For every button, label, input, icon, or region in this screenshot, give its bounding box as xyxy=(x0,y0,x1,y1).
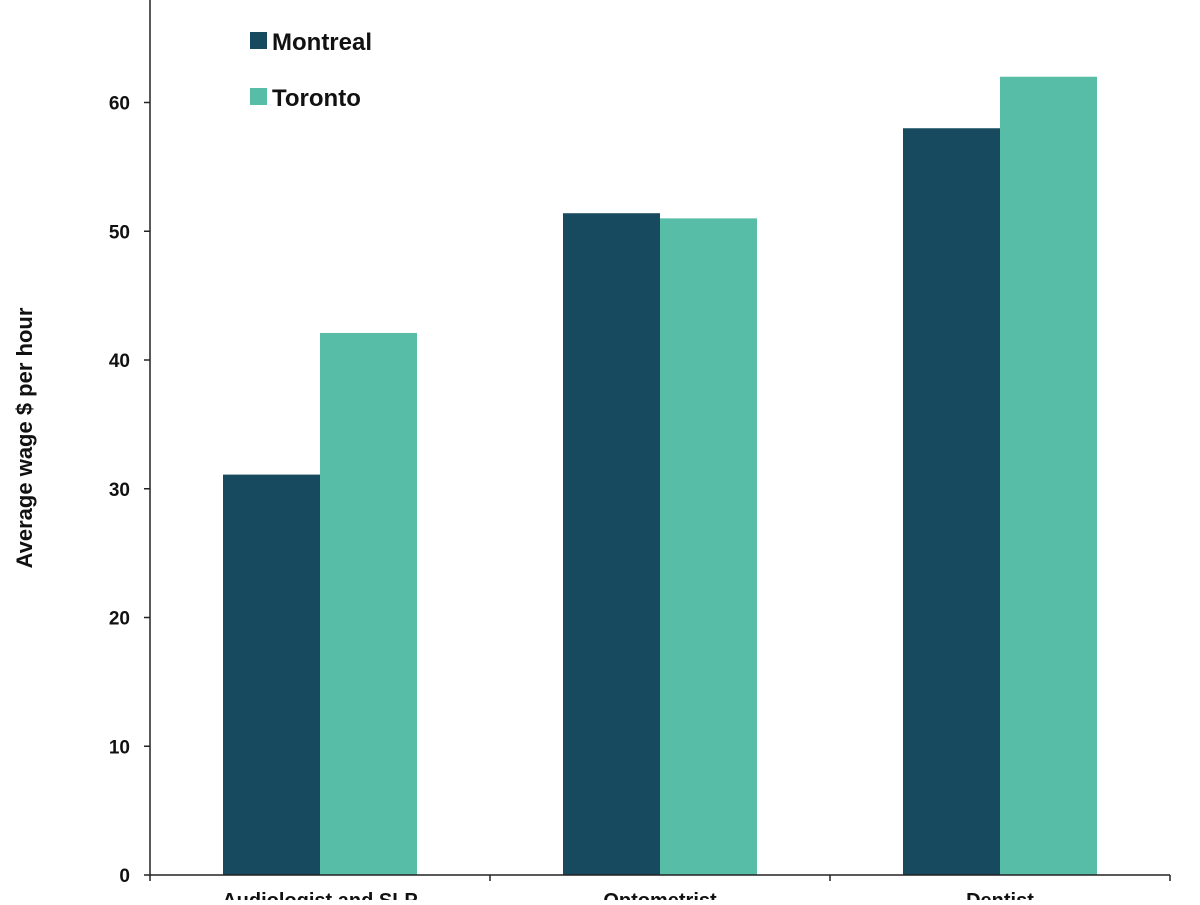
labels-layer: 0 10 20 30 40 50 60 Audiologist and SLP Optometr… xyxy=(12,94,1034,905)
x-tick-label-1: Optometrist xyxy=(603,890,717,900)
y-tick-label-0: 0 xyxy=(119,866,130,887)
legend-swatch-toronto xyxy=(250,88,267,105)
bars-layer xyxy=(223,76,1097,876)
axes-layer xyxy=(144,0,1171,881)
x-tick-label-0: Audiologist and SLP xyxy=(222,890,418,900)
y-tick-label-40: 40 xyxy=(109,351,130,372)
bar-toronto-0 xyxy=(320,332,417,875)
bar-montreal-2 xyxy=(903,128,1000,875)
y-axis-title: Average wage $ per hour xyxy=(12,307,37,568)
bar-montreal-1 xyxy=(563,213,660,876)
y-tick-label-30: 30 xyxy=(109,480,130,501)
legend: Montreal Toronto xyxy=(250,29,372,112)
y-tick-label-60: 60 xyxy=(109,94,130,115)
y-tick-label-10: 10 xyxy=(109,737,130,758)
x-tick-label-2: Dentist xyxy=(966,890,1034,900)
bar-toronto-2 xyxy=(1000,76,1097,875)
legend-label-toronto: Toronto xyxy=(272,85,361,112)
y-tick-label-20: 20 xyxy=(109,609,130,630)
legend-label-montreal: Montreal xyxy=(272,29,372,56)
bar-montreal-0 xyxy=(223,474,320,875)
bar-toronto-1 xyxy=(660,218,757,875)
y-tick-label-50: 50 xyxy=(109,222,130,243)
legend-swatch-montreal xyxy=(250,32,267,49)
